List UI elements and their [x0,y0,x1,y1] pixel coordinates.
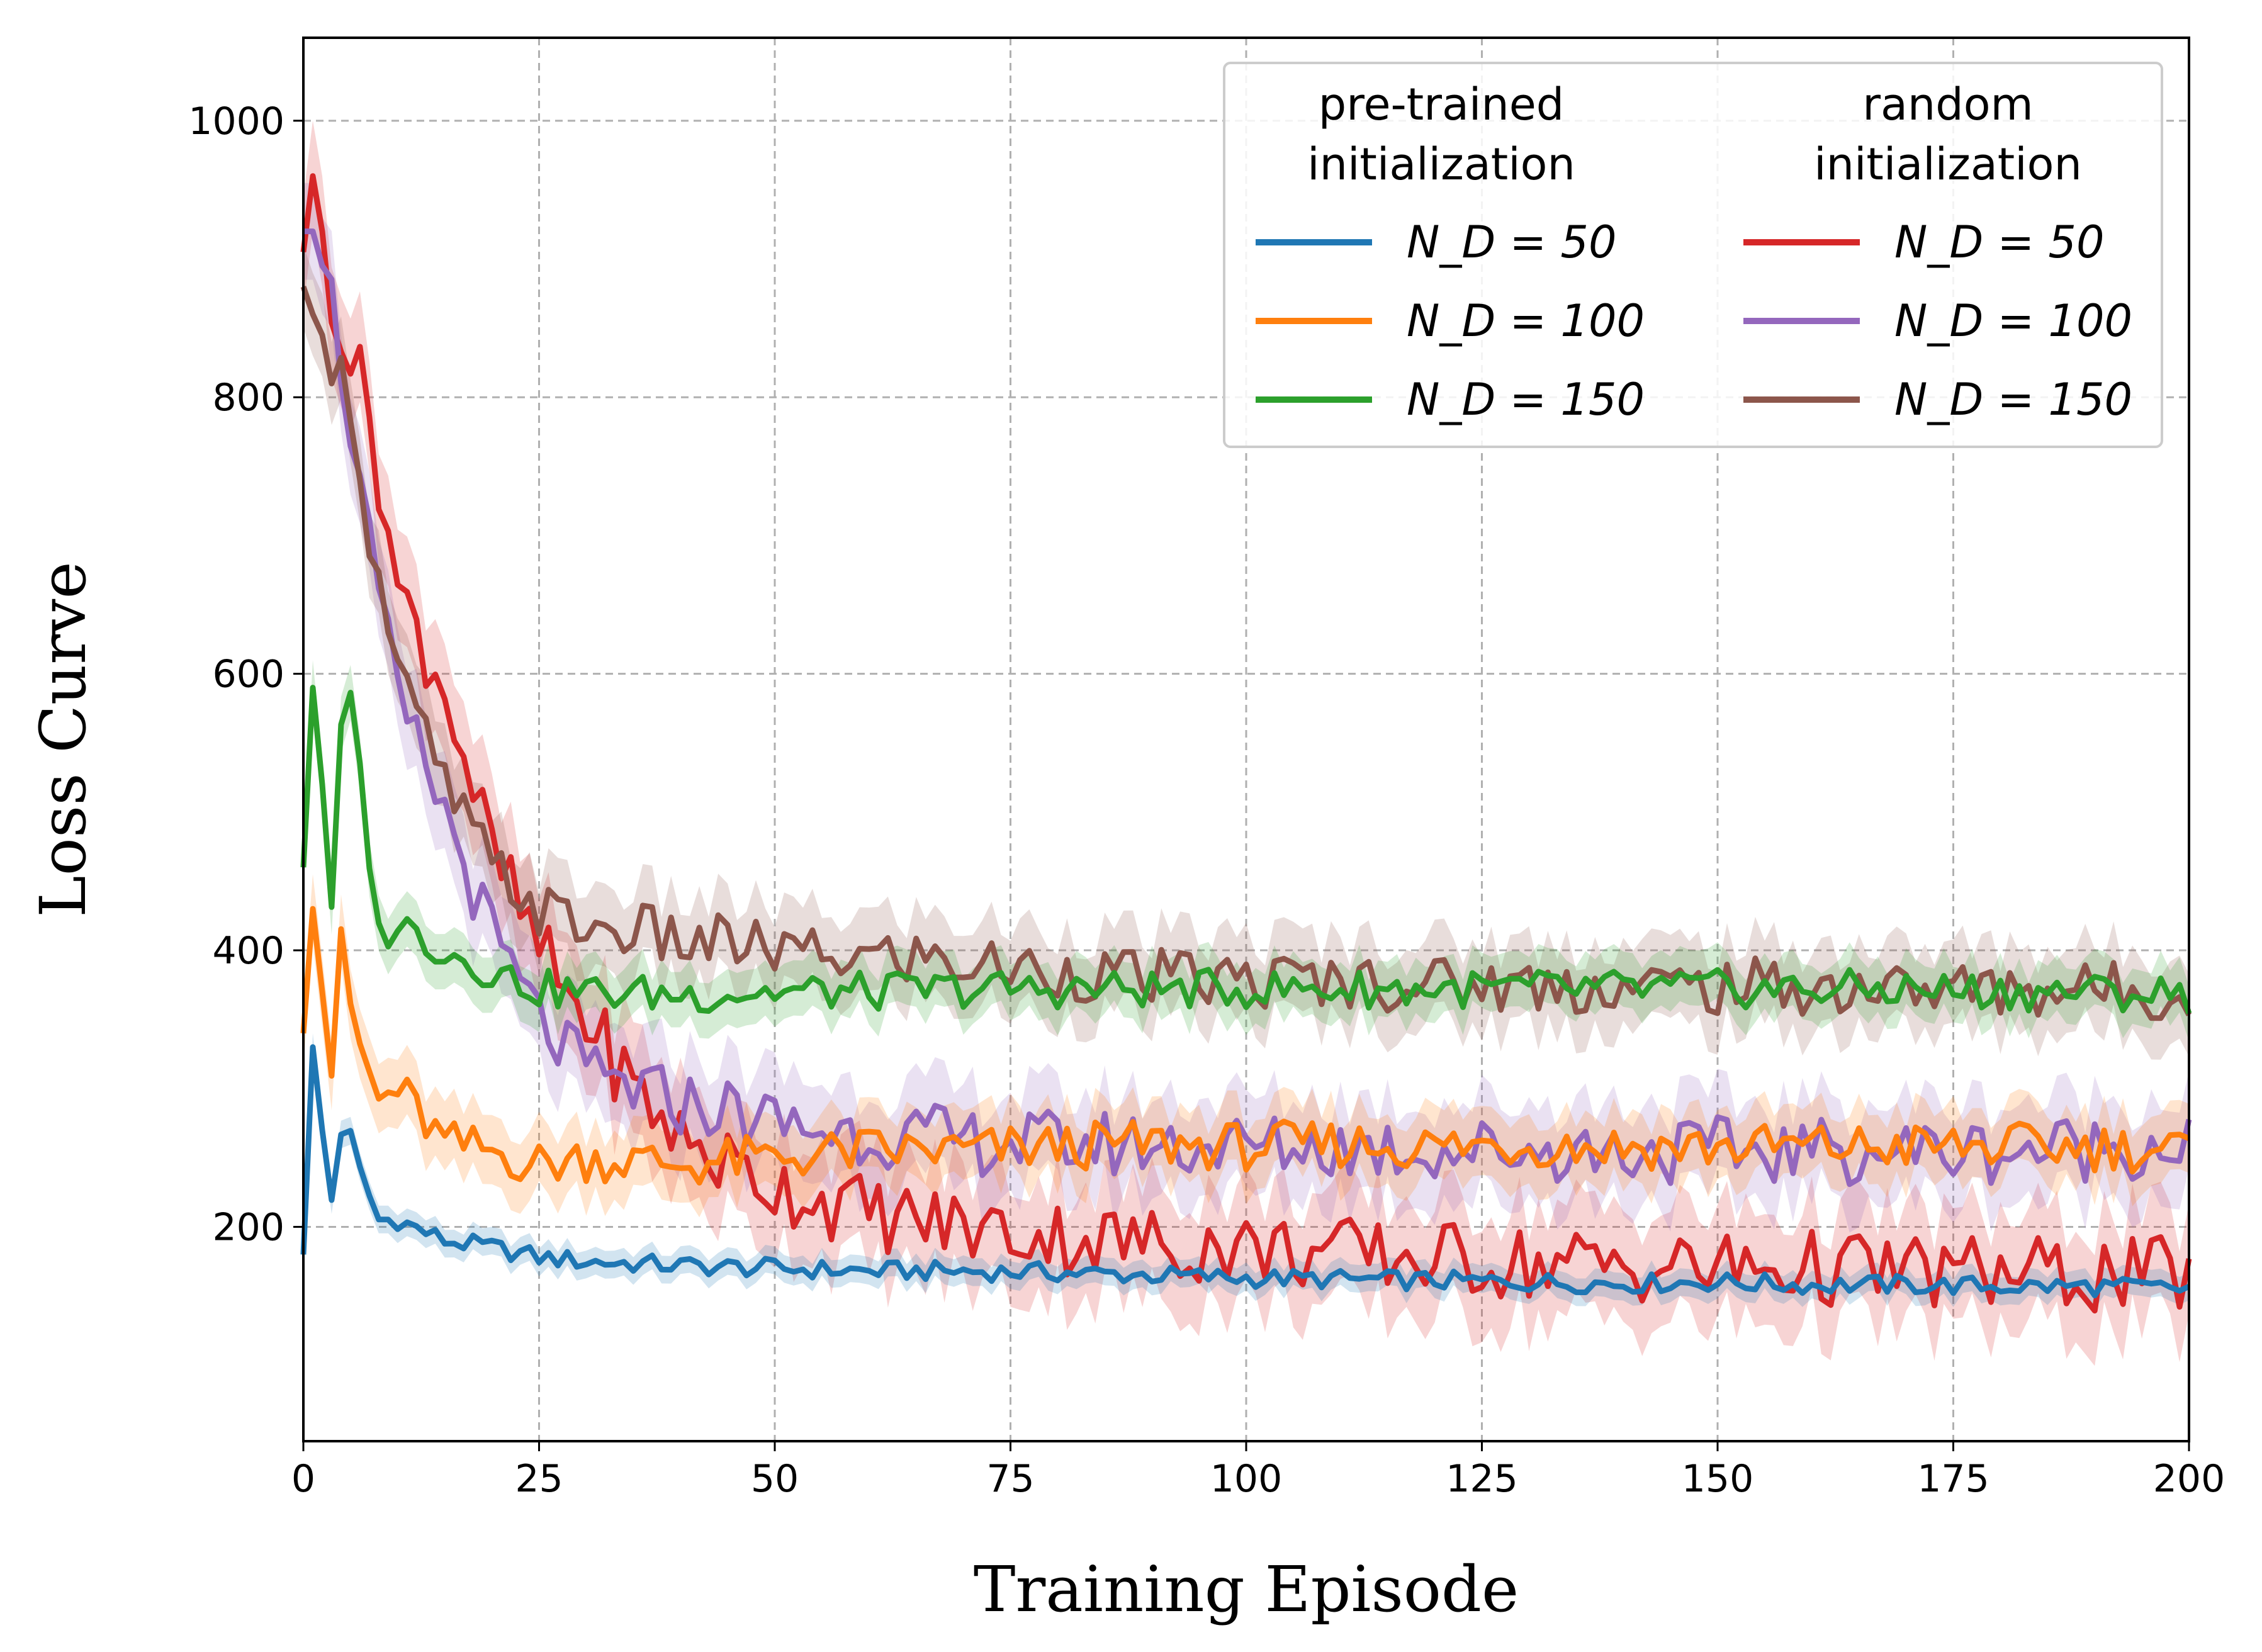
x-tick-label: 0 [291,1457,315,1501]
x-tick-label: 150 [1682,1457,1754,1501]
x-tick-label: 200 [2153,1457,2225,1501]
x-tick-label: 125 [1446,1457,1518,1501]
line-pre-trained-n-d-100 [300,906,2190,1186]
band-pre-trained-n-d-50 [303,1033,2189,1310]
legend-entry-label: N_D = 150 [1894,374,2132,425]
band-random-n-d-50 [303,120,2189,1366]
line-random-n-d-100 [303,228,2192,1188]
y-tick-label: 400 [212,929,284,973]
x-tick-label: 100 [1210,1457,1283,1501]
band-pre-trained-n-d-100 [303,874,2189,1218]
y-tick-label: 200 [212,1205,284,1249]
legend-entry-label: N_D = 50 [1407,216,1617,268]
legend-entry-label: N_D = 100 [1407,295,1645,347]
band-pre-trained-n-d-150 [303,660,2189,1042]
axis-ticks: 0 25 50 75 100 125 150 175 200 200 400 600 800 1000 [188,99,2225,1501]
y-tick-label: 1000 [188,99,284,143]
series-lines [300,173,2192,1314]
x-axis-title: Training Episode [974,1553,1519,1626]
y-axis-title: Loss Curve [26,561,100,917]
legend-entry-label: N_D = 100 [1894,295,2132,347]
x-tick-label: 50 [751,1457,799,1501]
x-tick-label: 175 [1917,1457,1989,1501]
legend-group-title: initialization [1814,138,2082,190]
legend-group-title: random [1862,79,2034,130]
x-tick-label: 25 [515,1457,563,1501]
legend-group-title: pre-trained [1319,79,1564,130]
band-random-n-d-100 [303,183,2189,1233]
legend-entry-label: N_D = 150 [1407,374,1645,425]
line-random-n-d-150 [300,286,2192,1021]
legend-box [1223,62,2163,448]
x-tick-label: 75 [986,1457,1034,1501]
legend: pre-trained initialization N_D = 50 N_D = 1… [1223,62,2163,448]
y-tick-label: 800 [212,376,284,420]
line-pre-trained-n-d-150 [300,685,2192,1014]
line-pre-trained-n-d-50 [300,1044,2190,1298]
legend-entry-label: N_D = 50 [1894,216,2105,268]
y-tick-label: 600 [212,653,284,697]
legend-group-title: initialization [1307,138,1575,190]
